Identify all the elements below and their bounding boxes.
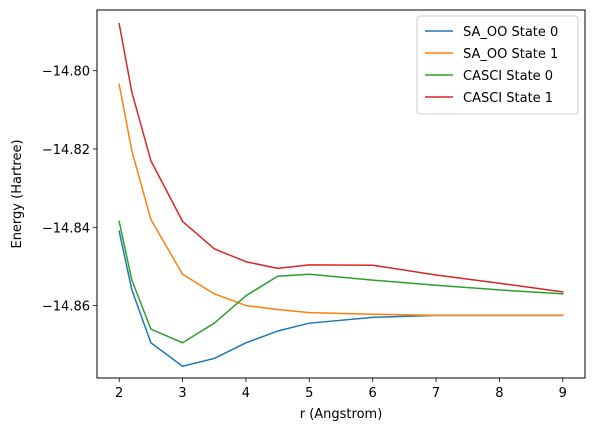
legend-entry-label: SA_OO State 1	[463, 47, 558, 62]
x-axis: 2 3 4 5 6 7 8 9	[115, 378, 567, 401]
legend-entry-label: CASCI State 0	[463, 69, 553, 84]
x-axis-label: r (Angstrom)	[300, 407, 383, 422]
series-line-2	[118, 83, 564, 317]
y-axis: −14.86 −14.84 −14.82 −14.80	[42, 65, 97, 315]
y-tick-label: −14.86	[42, 300, 90, 315]
y-tick-label: −14.82	[42, 143, 90, 158]
x-tick-label: 3	[178, 386, 186, 401]
plot-lines	[118, 22, 564, 368]
plot-frame	[96, 9, 586, 379]
y-axis-label: Energy (Hartree)	[10, 139, 25, 248]
x-tick-label: 4	[242, 386, 250, 401]
x-tick-label: 6	[369, 386, 377, 401]
y-tick-label: −14.84	[42, 221, 90, 236]
legend-entry-label: SA_OO State 0	[463, 25, 558, 40]
series-line-3	[118, 220, 564, 344]
x-tick-label: 9	[559, 386, 567, 401]
legend: SA_OO State 0 SA_OO State 1 CASCI State 0 C…	[416, 15, 579, 115]
legend-box	[416, 15, 579, 115]
x-tick-label: 2	[115, 386, 123, 401]
x-tick-label: 5	[305, 386, 313, 401]
legend-entry-label: CASCI State 1	[463, 91, 553, 106]
x-tick-label: 7	[432, 386, 440, 401]
x-tick-label: 8	[495, 386, 503, 401]
y-tick-label: −14.80	[42, 65, 90, 80]
series-line-4	[118, 22, 564, 293]
